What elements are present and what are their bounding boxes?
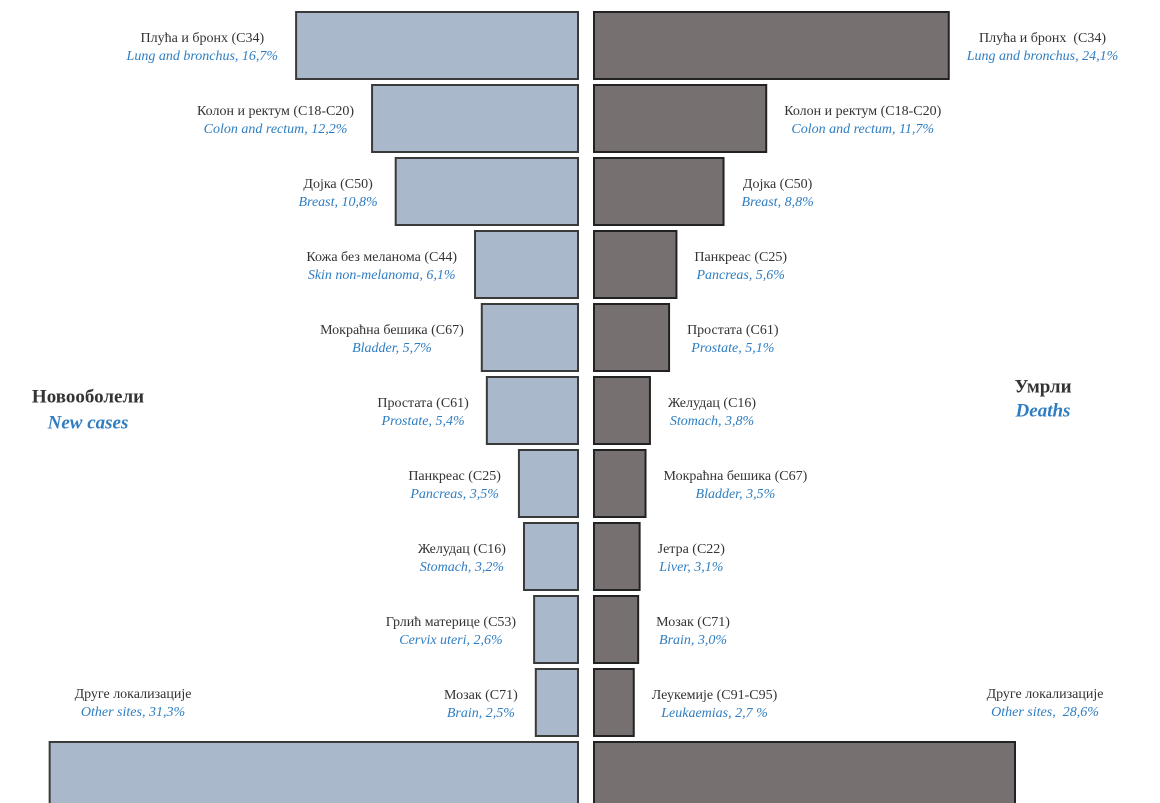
value-label: Bladder, 3,5%: [696, 487, 776, 502]
value-label: Pancreas, 5,6%: [695, 268, 785, 283]
bar: [593, 595, 640, 664]
chart-subtitle: New cases: [47, 412, 129, 433]
value-label: Leukaemias, 2,7 %: [660, 706, 768, 721]
category-label: Јетра (C22): [658, 542, 726, 557]
category-label: Дојка (C50): [743, 177, 813, 192]
bar: [593, 230, 678, 299]
value-label: Lung and bronchus, 16,7%: [126, 49, 279, 64]
value-label: Other sites, 31,3%: [81, 705, 185, 720]
value-label: Skin non-melanoma, 6,1%: [308, 268, 456, 283]
bar: [593, 668, 635, 737]
category-label: Грлић материце (C53): [386, 615, 517, 630]
value-label: Other sites, 28,6%: [991, 705, 1099, 720]
category-label: Желудац (C16): [418, 542, 506, 557]
bar: [593, 376, 651, 445]
bar: [480, 303, 579, 372]
category-label: Плућа и бронх (C34): [141, 31, 265, 46]
value-label: Prostate, 5,4%: [381, 414, 465, 429]
value-label: Colon and rectum, 12,2%: [204, 122, 348, 137]
value-label: Bladder, 5,7%: [352, 341, 432, 356]
category-label: Леукемије (C91-C95): [652, 688, 778, 703]
category-label: Колон и ректум (C18-C20): [784, 104, 941, 119]
value-label: Brain, 2,5%: [447, 706, 515, 721]
bar: [534, 668, 579, 737]
category-label: Друге локализације: [75, 687, 192, 702]
value-label: Colon and rectum, 11,7%: [791, 122, 934, 137]
value-label: Cervix uteri, 2,6%: [399, 633, 502, 648]
bar: [593, 157, 725, 226]
category-label: Простата (C61): [377, 396, 469, 411]
category-label: Панкреас (C25): [408, 469, 501, 484]
value-label: Breast, 8,8%: [742, 195, 814, 210]
category-label: Друге локализације: [987, 687, 1104, 702]
category-label: Мозак (C71): [656, 615, 730, 630]
bar: [485, 376, 579, 445]
value-label: Stomach, 3,2%: [420, 560, 504, 575]
category-label: Мокраћна бешика (C67): [320, 323, 464, 338]
category-label: Плућа и бронх (C34): [979, 31, 1106, 46]
value-label: Prostate, 5,1%: [690, 341, 774, 356]
chart-title: Умрли: [1014, 376, 1071, 397]
bar: [593, 303, 671, 372]
value-label: Lung and bronchus, 24,1%: [966, 49, 1119, 64]
value-label: Breast, 10,8%: [298, 195, 377, 210]
value-label: Brain, 3,0%: [659, 633, 727, 648]
bar: [48, 741, 579, 803]
category-label: Желудац (C16): [668, 396, 756, 411]
category-label: Мокраћна бешика (C67): [664, 469, 808, 484]
value-label: Pancreas, 3,5%: [409, 487, 499, 502]
category-label: Мозак (C71): [444, 688, 518, 703]
category-label: Панкреас (C25): [694, 250, 787, 265]
bar: [593, 522, 641, 591]
bar: [593, 11, 950, 80]
category-label: Дојка (C50): [303, 177, 373, 192]
chart-subtitle: Deaths: [1015, 400, 1071, 421]
bar: [593, 741, 1016, 803]
bar: [522, 522, 580, 591]
category-label: Колон и ректум (C18-C20): [197, 104, 354, 119]
bar: [533, 595, 579, 664]
bar: [593, 84, 768, 153]
value-label: Liver, 3,1%: [658, 560, 723, 575]
category-label: Простата (C61): [687, 323, 779, 338]
category-label: Кожа без меланома (C44): [306, 250, 457, 265]
bar: [394, 157, 580, 226]
value-label: Stomach, 3,8%: [670, 414, 754, 429]
bar: [517, 449, 579, 518]
bar: [295, 11, 579, 80]
bar: [474, 230, 580, 299]
bar: [371, 84, 579, 153]
bar: [593, 449, 647, 518]
chart-title: Новооболели: [32, 386, 144, 407]
